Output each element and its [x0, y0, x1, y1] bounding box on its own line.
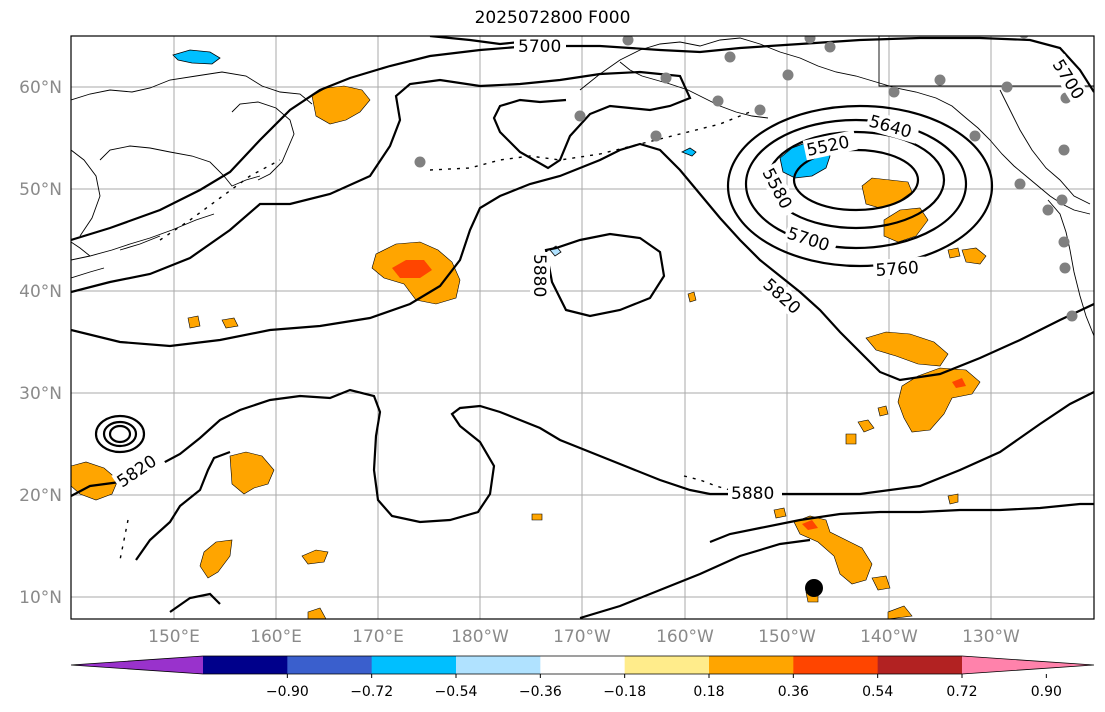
- station-markers: [414, 36, 1078, 322]
- orange-patch: [531, 513, 543, 521]
- storm-marker: [805, 579, 823, 597]
- map-frame: [70, 35, 1095, 620]
- colorbar-tick-label: −0.18: [603, 684, 646, 700]
- red-patch: [952, 378, 966, 388]
- lat-label: 30°N: [19, 384, 62, 404]
- colorbar-segment: [371, 656, 457, 674]
- lat-label: 10°N: [19, 588, 62, 608]
- longitude-labels: 150°E 160°E 170°E 180°W 170°W 160°W 150°…: [148, 627, 1020, 647]
- contour-label-5760: 5760: [875, 258, 920, 281]
- orange-patch: [773, 507, 787, 519]
- lon-label: 150°W: [758, 627, 816, 647]
- lon-label: 180°W: [451, 627, 509, 647]
- colorbar-tick-label: −0.72: [350, 684, 393, 700]
- lon-label: 150°E: [148, 627, 200, 647]
- height-contours: [71, 36, 1094, 619]
- orange-patch: [229, 451, 275, 495]
- orange-patch: [187, 315, 201, 329]
- orange-patch: [793, 515, 873, 585]
- orange-patch: [865, 331, 949, 367]
- orange-patch: [221, 317, 239, 329]
- colorbar-tick-label: −0.54: [435, 684, 478, 700]
- colorbar-segment: [877, 656, 963, 674]
- lon-label: 140°W: [860, 627, 918, 647]
- colorbar-extend-high: [962, 656, 1094, 674]
- lat-label: 50°N: [19, 180, 62, 200]
- colorbar-tick-label: −0.90: [266, 684, 309, 700]
- orange-patch: [687, 291, 697, 303]
- lat-label: 20°N: [19, 486, 62, 506]
- lon-label: 160°W: [656, 627, 714, 647]
- colorbar-tick-label: 0.72: [946, 684, 977, 700]
- orange-patch: [947, 493, 959, 505]
- coastlines: [71, 36, 1094, 337]
- colorbar-segment: [203, 656, 288, 674]
- colorbar-segment: [709, 656, 794, 674]
- orange-patch: [301, 549, 329, 565]
- red-patch: [392, 260, 432, 278]
- orange-patch: [877, 405, 889, 417]
- orange-patch: [871, 575, 891, 591]
- lon-label: 160°E: [250, 627, 302, 647]
- blue-patch: [172, 49, 221, 65]
- lat-label: 40°N: [19, 282, 62, 302]
- lon-label: 170°W: [553, 627, 611, 647]
- orange-patch: [845, 433, 857, 445]
- red-patch: [802, 520, 818, 530]
- latitude-labels: 60°N 50°N 40°N 30°N 20°N 10°N: [19, 78, 62, 608]
- orange-patch: [857, 419, 875, 433]
- colorbar-segment: [540, 656, 626, 674]
- orange-patch: [883, 207, 929, 243]
- orange-patch: [887, 605, 913, 619]
- lon-label: 170°E: [352, 627, 404, 647]
- colorbar: −0.90 −0.72 −0.54 −0.36 −0.18 0.18 0.36 0.54 0.7…: [70, 655, 1095, 700]
- contour-label-5880-center: 5880: [529, 254, 549, 297]
- colorbar-outline: [70, 655, 1095, 675]
- orange-patch: [961, 247, 987, 265]
- colorbar-segment: [624, 656, 710, 674]
- lon-label: 130°W: [962, 627, 1020, 647]
- orange-patch: [199, 539, 233, 579]
- colorbar-tick-label: −0.36: [519, 684, 562, 700]
- colorbar-tick-label: 0.18: [693, 684, 724, 700]
- colorbar-extend-low: [71, 656, 203, 674]
- orange-patch: [311, 85, 371, 125]
- blue-patch: [681, 147, 697, 157]
- island-chains: [119, 111, 751, 561]
- positive-field-patches: [71, 85, 987, 619]
- figure-title: 2025072800 F000: [474, 8, 631, 28]
- contour-label-5880-south: 5880: [731, 484, 774, 504]
- colorbar-tick-label: 0.54: [862, 684, 893, 700]
- lat-label: 60°N: [19, 78, 62, 98]
- colorbar-segment: [456, 656, 541, 674]
- colorbar-tick-label: 0.36: [778, 684, 809, 700]
- colorbar-segment: [793, 656, 879, 674]
- colorbar-segment: [287, 656, 373, 674]
- contour-label-5700-north: 5700: [518, 37, 561, 57]
- colorbar-tick-label: 0.90: [1031, 684, 1062, 700]
- orange-patch: [307, 607, 327, 619]
- orange-patch: [947, 247, 961, 259]
